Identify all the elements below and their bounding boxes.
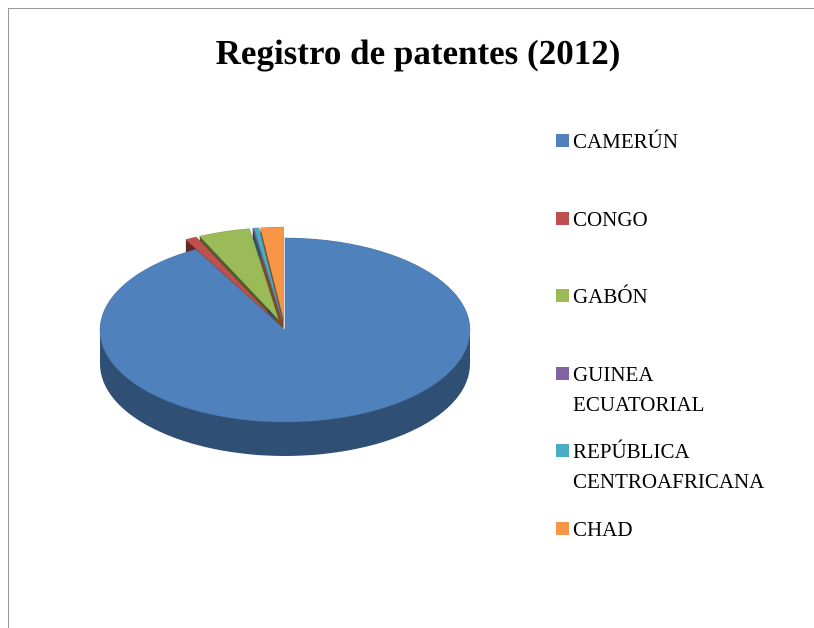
legend-item: REPÚBLICA CENTROAFRICANA (556, 438, 764, 516)
legend-swatch (556, 521, 569, 535)
legend-label: GABÓN (573, 284, 648, 308)
pie-slice (99, 237, 471, 423)
pie-slice-side (100, 330, 470, 456)
frame (8, 8, 814, 628)
legend-swatch (556, 211, 569, 225)
legend-swatch (556, 366, 569, 380)
legend-label: CAMERÚN (573, 129, 679, 153)
legend-label: REPÚBLICA CENTROAFRICANA (573, 439, 765, 493)
legend-item: CONGO (556, 206, 764, 284)
chart-title: Registro de patentes (2012) (216, 33, 621, 72)
legend-swatch (556, 134, 569, 147)
legend-item: CHAD (556, 516, 764, 594)
legend-item: CAMERÚN (556, 128, 764, 206)
pie-slice (260, 226, 284, 320)
legend-swatch (556, 289, 569, 302)
legend-label: GUINEA ECUATORIAL (573, 361, 705, 416)
legend-item: GUINEA ECUATORIAL (556, 361, 764, 439)
pie-slice (185, 236, 276, 321)
legend: CAMERÚN CONGO GABÓN GUINEA ECUATORIAL REPÚBL… (556, 128, 764, 593)
pie-slice (253, 227, 283, 320)
legend-label: CONGO (573, 206, 648, 231)
legend-item: GABÓN (556, 283, 764, 361)
legend-label: CHAD (573, 516, 633, 541)
pie-slice (199, 228, 279, 320)
pie-slice (252, 227, 282, 320)
legend-swatch (556, 444, 569, 457)
